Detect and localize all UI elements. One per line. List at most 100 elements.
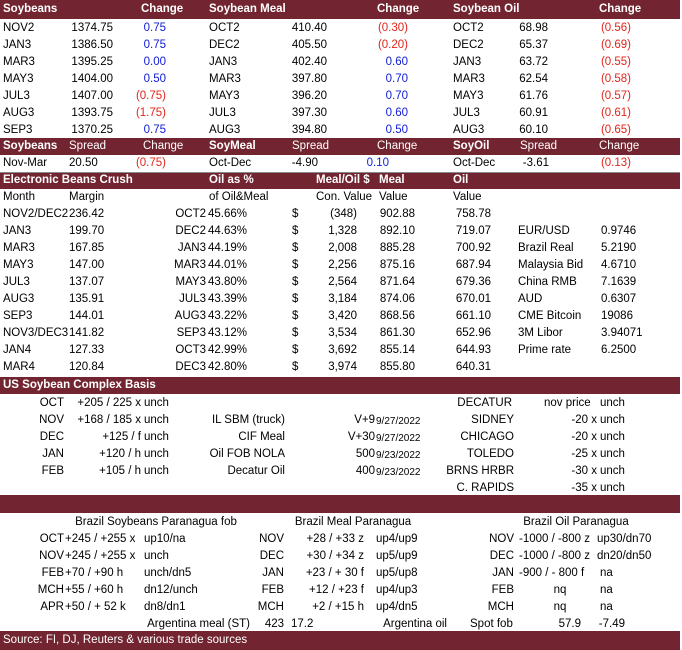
source-note: Source: FI, DJ, Reuters & various trade … — [3, 634, 248, 646]
basis-product-value: 500 — [355, 448, 375, 460]
crush-meal-value: 855.14 — [379, 344, 415, 356]
spread-value: -4.90 — [291, 157, 318, 169]
soybean-price: 1407.00 — [71, 90, 113, 102]
crush-oil-pct: 43.80% — [208, 276, 248, 288]
basis-change: unch — [600, 414, 625, 426]
brazil-soy-month: OCT — [39, 533, 64, 545]
spread-value: (0.75) — [135, 157, 166, 169]
brazil-oil-change: dn20/dn50 — [597, 550, 652, 562]
soyoil-contract: MAR3 — [453, 73, 485, 85]
soybean-change: 0.75 — [143, 22, 166, 34]
basis-change: unch — [144, 431, 169, 443]
basis-month: NOV — [39, 414, 64, 426]
crush-oil-contract: OCT2 — [175, 208, 206, 220]
market-label: AUD — [518, 293, 543, 305]
brazil-title: Brazil Oil Paranagua — [523, 516, 629, 528]
soyoil-contract: JUL3 — [453, 107, 480, 119]
brazil-oil-month: FEB — [491, 584, 514, 596]
soybean-price: 1370.25 — [71, 124, 113, 136]
brazil-soy-month: NOV — [39, 550, 64, 562]
crush-month: AUG3 — [3, 293, 35, 305]
spread-header-label: Change — [377, 140, 418, 152]
argentina-meal-change: 17.2 — [291, 618, 314, 630]
spread-header-label: Spread — [69, 140, 107, 152]
market-value: 0.9746 — [601, 225, 637, 237]
crush-meal-value: 871.64 — [379, 276, 415, 288]
soybean-contract: JAN3 — [3, 39, 32, 51]
brazil-meal-bid: +12 / +23 f — [309, 584, 364, 596]
crush-oil-value: 679.36 — [455, 276, 491, 288]
basis-change: unch — [144, 414, 169, 426]
brazil-oil-bid: -1000 / -800 z — [519, 550, 590, 562]
soyoil-contract: JAN3 — [453, 56, 482, 68]
crush-subheader-label: Value — [379, 191, 408, 203]
crush-meal-value: 902.88 — [379, 208, 415, 220]
soyoil-price: 63.72 — [519, 56, 548, 68]
crush-month: JUL3 — [3, 276, 30, 288]
futures-header-label: Change — [599, 3, 642, 15]
argentina-oil-change: -7.49 — [598, 618, 625, 630]
crush-oil-pct: 45.66% — [208, 208, 248, 220]
spread-value: Oct-Dec — [209, 157, 252, 169]
futures-header-label: Soybean Meal — [209, 3, 286, 15]
crush-dollar: $ — [292, 208, 299, 220]
basis-product-value: V+9 — [354, 414, 375, 426]
soymeal-change: (0.20) — [377, 39, 408, 51]
basis-location: CHICAGO — [460, 431, 514, 443]
soybean-contract: SEP3 — [3, 124, 33, 136]
crush-subheader-label: of Oil&Meal — [209, 191, 269, 203]
spread-header-label: SoyOil — [453, 140, 490, 152]
brazil-oil-month: DEC — [489, 550, 514, 562]
market-label: Brazil Real — [518, 242, 574, 254]
soymeal-contract: MAY3 — [209, 90, 240, 102]
crush-header-label: Oil as % — [209, 174, 254, 186]
crush-meal-value: 868.56 — [379, 310, 415, 322]
brazil-soy-change: dn12/unch — [144, 584, 198, 596]
crush-oil-value: 640.31 — [455, 361, 491, 373]
basis-change: unch — [600, 465, 625, 477]
brazil-soy-change: dn8/dn1 — [144, 601, 186, 613]
soyoil-price: 65.37 — [519, 39, 548, 51]
soybean-contract: AUG3 — [3, 107, 35, 119]
spread-value: Nov-Mar — [3, 157, 48, 169]
brazil-meal-change: up5/up9 — [376, 550, 418, 562]
crush-con-value: (348) — [330, 208, 357, 220]
soymeal-price: 410.40 — [291, 22, 327, 34]
crush-header-label: Oil — [453, 174, 469, 186]
crush-subheader-label: Month — [3, 191, 35, 203]
crush-oil-value: 719.07 — [455, 225, 491, 237]
basis-value: -20 x — [571, 414, 597, 426]
crush-meal-value: 874.06 — [379, 293, 415, 305]
crush-con-value: 3,692 — [328, 344, 357, 356]
basis-location: DECATUR — [457, 397, 512, 409]
crush-oil-contract: MAR3 — [174, 259, 206, 271]
crush-oil-pct: 42.99% — [208, 344, 248, 356]
crush-con-value: 3,184 — [328, 293, 357, 305]
brazil-oil-month: NOV — [489, 533, 514, 545]
brazil-soy-bid: +50 / + 52 k — [65, 601, 126, 613]
soyoil-change: (0.57) — [600, 90, 631, 102]
soyoil-contract: MAY3 — [453, 90, 484, 102]
brazil-soy-change: unch — [144, 550, 169, 562]
basis-product: Oil FOB NOLA — [209, 448, 285, 460]
brazil-meal-change: up5/up8 — [376, 567, 418, 579]
crush-margin: 141.82 — [69, 327, 105, 339]
basis-product: CIF Meal — [238, 431, 285, 443]
basis-value: -20 x — [571, 431, 597, 443]
crush-oil-pct: 43.22% — [208, 310, 248, 322]
crush-oil-value: 644.93 — [455, 344, 491, 356]
brazil-oil-change: na — [600, 567, 613, 579]
crush-month: MAR4 — [3, 361, 35, 373]
basis-month: OCT — [39, 397, 64, 409]
crush-oil-value: 700.92 — [455, 242, 491, 254]
brazil-meal-month: MCH — [257, 601, 284, 613]
soymeal-contract: AUG3 — [209, 124, 241, 136]
crush-oil-value: 670.01 — [455, 293, 491, 305]
basis-bid: +205 / 225 x — [77, 397, 141, 409]
brazil-oil-bid: nq — [553, 601, 567, 613]
brazil-soy-bid: +245 / +255 x — [65, 550, 136, 562]
basis-value: nov price — [544, 397, 591, 409]
brazil-soy-change: unch/dn5 — [144, 567, 192, 579]
crush-subheader-label: Con. Value — [316, 191, 373, 203]
crush-oil-contract: DEC2 — [175, 225, 206, 237]
